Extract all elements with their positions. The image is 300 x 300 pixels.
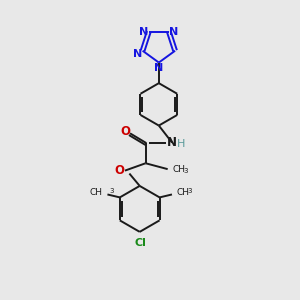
Text: 3: 3: [110, 188, 114, 194]
Text: O: O: [115, 164, 125, 176]
Text: CH: CH: [173, 165, 186, 174]
Text: CH: CH: [90, 188, 103, 196]
Text: N: N: [167, 136, 177, 148]
Text: N: N: [133, 49, 142, 59]
Text: H: H: [177, 139, 186, 149]
Text: 3: 3: [188, 188, 192, 194]
Text: Cl: Cl: [134, 238, 146, 248]
Text: O: O: [121, 125, 131, 138]
Text: CH: CH: [177, 188, 190, 196]
Text: N: N: [169, 27, 178, 37]
Text: N: N: [139, 27, 148, 37]
Text: 3: 3: [183, 168, 188, 174]
Text: N: N: [154, 63, 164, 73]
